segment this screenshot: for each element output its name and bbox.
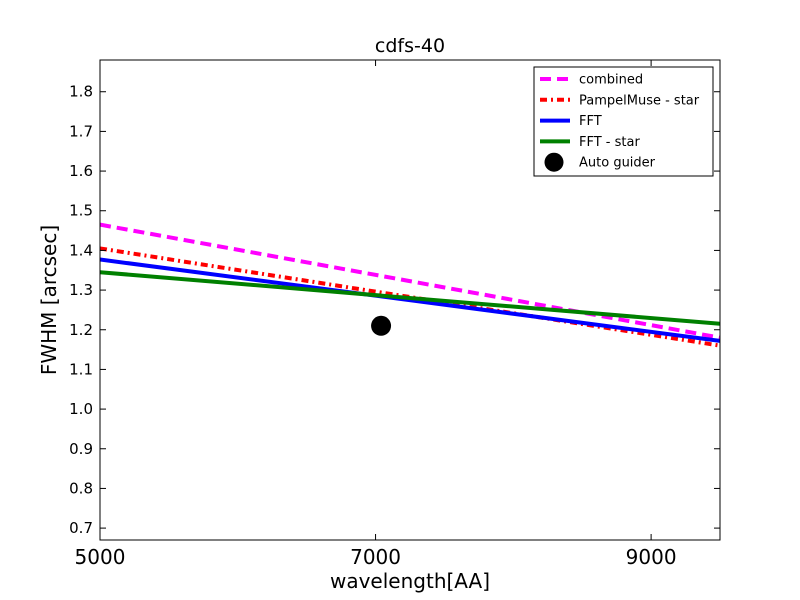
- legend-label: combined: [579, 73, 643, 88]
- y-tick-label: 0.9: [69, 440, 93, 458]
- legend-label: FFT - star: [579, 135, 640, 150]
- combined-line: [100, 222, 720, 340]
- legend-label: PampelMuse - star: [579, 93, 700, 108]
- y-tick-label: 1.0: [69, 400, 93, 418]
- legend-item-fft-star: FFT - star: [540, 135, 640, 150]
- y-tick-label: 1.7: [69, 122, 93, 140]
- y-tick-label: 1.1: [69, 360, 93, 378]
- x-tick-label: 5000: [75, 545, 126, 569]
- x-axis-label: wavelength[AA]: [330, 569, 490, 593]
- pampelmuse-star-line: [100, 246, 720, 348]
- legend-marker: [544, 152, 564, 172]
- x-tick-label: 7000: [350, 545, 401, 569]
- y-tick-label: 1.8: [69, 83, 93, 101]
- x-tick-label: 9000: [626, 545, 677, 569]
- y-tick-label: 1.6: [69, 162, 93, 180]
- legend: combined PampelMuse - star FFT FFT - star Au…: [533, 66, 714, 177]
- series-layer: [100, 222, 720, 348]
- legend-item-combined: combined: [540, 73, 643, 88]
- legend-label: Auto guider: [579, 156, 656, 171]
- y-tick-label: 0.7: [69, 519, 93, 537]
- tick-layer: 5000 7000 9000 0.7 0.8 0.9 1.0 1.1 1.2 1.3 1.4 1.5 1…: [69, 60, 720, 569]
- fft-line: [100, 257, 720, 343]
- fft-star-line: [100, 270, 720, 326]
- y-tick-label: 1.4: [69, 241, 93, 259]
- y-axis-label: FWHM [arcsec]: [37, 225, 61, 375]
- legend-item-auto-guider: Auto guider: [544, 152, 656, 172]
- legend-label: FFT: [579, 114, 602, 129]
- y-tick-label: 1.3: [69, 281, 93, 299]
- y-tick-label: 1.2: [69, 321, 93, 339]
- chart-title: cdfs-40: [375, 35, 445, 57]
- legend-item-pampelmuse-star: PampelMuse - star: [540, 93, 700, 108]
- auto-guider-point: [371, 315, 392, 336]
- legend-item-fft: FFT: [540, 114, 602, 129]
- y-tick-label: 0.8: [69, 479, 93, 497]
- plot-frame: [99, 59, 721, 541]
- y-tick-label: 1.5: [69, 202, 93, 220]
